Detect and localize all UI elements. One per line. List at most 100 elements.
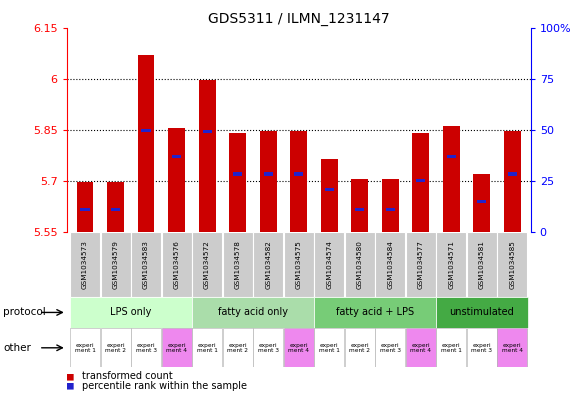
Bar (107, 182, 124, 232)
Bar (100, 328, 130, 367)
Text: GSM1034576: GSM1034576 (173, 240, 180, 289)
Text: experi
ment 4: experi ment 4 (288, 343, 309, 353)
Bar (386, 208, 395, 211)
Bar (314, 297, 436, 328)
Text: experi
ment 2: experi ment 2 (227, 343, 248, 353)
Text: experi
ment 2: experi ment 2 (105, 343, 126, 353)
Bar (137, 55, 154, 232)
Text: experi
ment 4: experi ment 4 (410, 343, 432, 353)
Bar (223, 328, 253, 367)
Bar (443, 126, 460, 232)
Bar (345, 328, 375, 367)
Bar (131, 328, 161, 367)
Text: ■: ■ (67, 381, 74, 391)
Bar (263, 173, 273, 176)
Bar (467, 232, 497, 297)
Bar (477, 200, 487, 203)
Bar (291, 131, 307, 232)
Bar (412, 133, 429, 232)
Text: GSM1034584: GSM1034584 (387, 240, 393, 289)
Bar (325, 188, 334, 191)
Text: other: other (3, 343, 31, 353)
Bar (375, 232, 405, 297)
Bar (416, 179, 425, 182)
Bar (111, 208, 120, 211)
Bar (314, 232, 344, 297)
Bar (131, 232, 161, 297)
Bar (162, 232, 191, 297)
Bar (260, 131, 277, 232)
Text: GSM1034572: GSM1034572 (204, 240, 210, 289)
Text: experi
ment 4: experi ment 4 (502, 343, 523, 353)
Bar (467, 328, 497, 367)
Text: GSM1034581: GSM1034581 (479, 240, 485, 289)
Text: GSM1034582: GSM1034582 (265, 240, 271, 289)
Bar (168, 128, 185, 232)
Bar (142, 129, 151, 132)
Bar (162, 328, 191, 367)
Bar (70, 232, 100, 297)
Bar (70, 328, 100, 367)
Bar (508, 173, 517, 176)
Bar (284, 328, 314, 367)
Text: experi
ment 4: experi ment 4 (166, 343, 187, 353)
Text: experi
ment 2: experi ment 2 (349, 343, 370, 353)
Bar (406, 328, 436, 367)
Text: GSM1034573: GSM1034573 (82, 240, 88, 289)
Bar (294, 173, 303, 176)
Bar (504, 131, 521, 232)
Bar (202, 130, 212, 133)
Bar (229, 133, 246, 232)
Bar (253, 232, 283, 297)
Bar (199, 80, 216, 232)
Text: protocol: protocol (3, 307, 46, 318)
Text: GSM1034575: GSM1034575 (296, 240, 302, 289)
Bar (100, 232, 130, 297)
Bar (233, 173, 242, 176)
Bar (192, 297, 314, 328)
Bar (223, 232, 253, 297)
Text: GSM1034577: GSM1034577 (418, 240, 424, 289)
Bar (70, 297, 192, 328)
Bar (406, 232, 436, 297)
Text: GSM1034583: GSM1034583 (143, 240, 149, 289)
Bar (473, 174, 490, 232)
Text: fatty acid only: fatty acid only (218, 307, 288, 318)
Bar (436, 297, 528, 328)
Text: experi
ment 3: experi ment 3 (380, 343, 401, 353)
Bar (351, 179, 368, 232)
Text: unstimulated: unstimulated (450, 307, 514, 318)
Title: GDS5311 / ILMN_1231147: GDS5311 / ILMN_1231147 (208, 13, 390, 26)
Bar (81, 208, 90, 211)
Text: GSM1034579: GSM1034579 (113, 240, 118, 289)
Bar (345, 232, 375, 297)
Text: GSM1034585: GSM1034585 (509, 240, 516, 289)
Text: experi
ment 3: experi ment 3 (136, 343, 157, 353)
Text: experi
ment 1: experi ment 1 (75, 343, 96, 353)
Text: ■: ■ (67, 371, 74, 382)
Bar (172, 155, 181, 158)
Text: GSM1034571: GSM1034571 (448, 240, 454, 289)
Text: experi
ment 3: experi ment 3 (472, 343, 492, 353)
Text: experi
ment 1: experi ment 1 (319, 343, 340, 353)
Bar (498, 328, 527, 367)
Text: experi
ment 1: experi ment 1 (441, 343, 462, 353)
Text: GSM1034580: GSM1034580 (357, 240, 362, 289)
Bar (284, 232, 314, 297)
Bar (192, 232, 222, 297)
Bar (321, 159, 338, 232)
Text: experi
ment 1: experi ment 1 (197, 343, 218, 353)
Bar (447, 155, 456, 158)
Bar (375, 328, 405, 367)
Bar (498, 232, 527, 297)
Text: GSM1034574: GSM1034574 (326, 240, 332, 289)
Bar (436, 328, 466, 367)
Text: GSM1034578: GSM1034578 (235, 240, 241, 289)
Text: transformed count: transformed count (82, 371, 173, 382)
Bar (382, 179, 398, 232)
Bar (77, 182, 93, 232)
Bar (355, 208, 364, 211)
Bar (192, 328, 222, 367)
Bar (436, 232, 466, 297)
Bar (314, 328, 344, 367)
